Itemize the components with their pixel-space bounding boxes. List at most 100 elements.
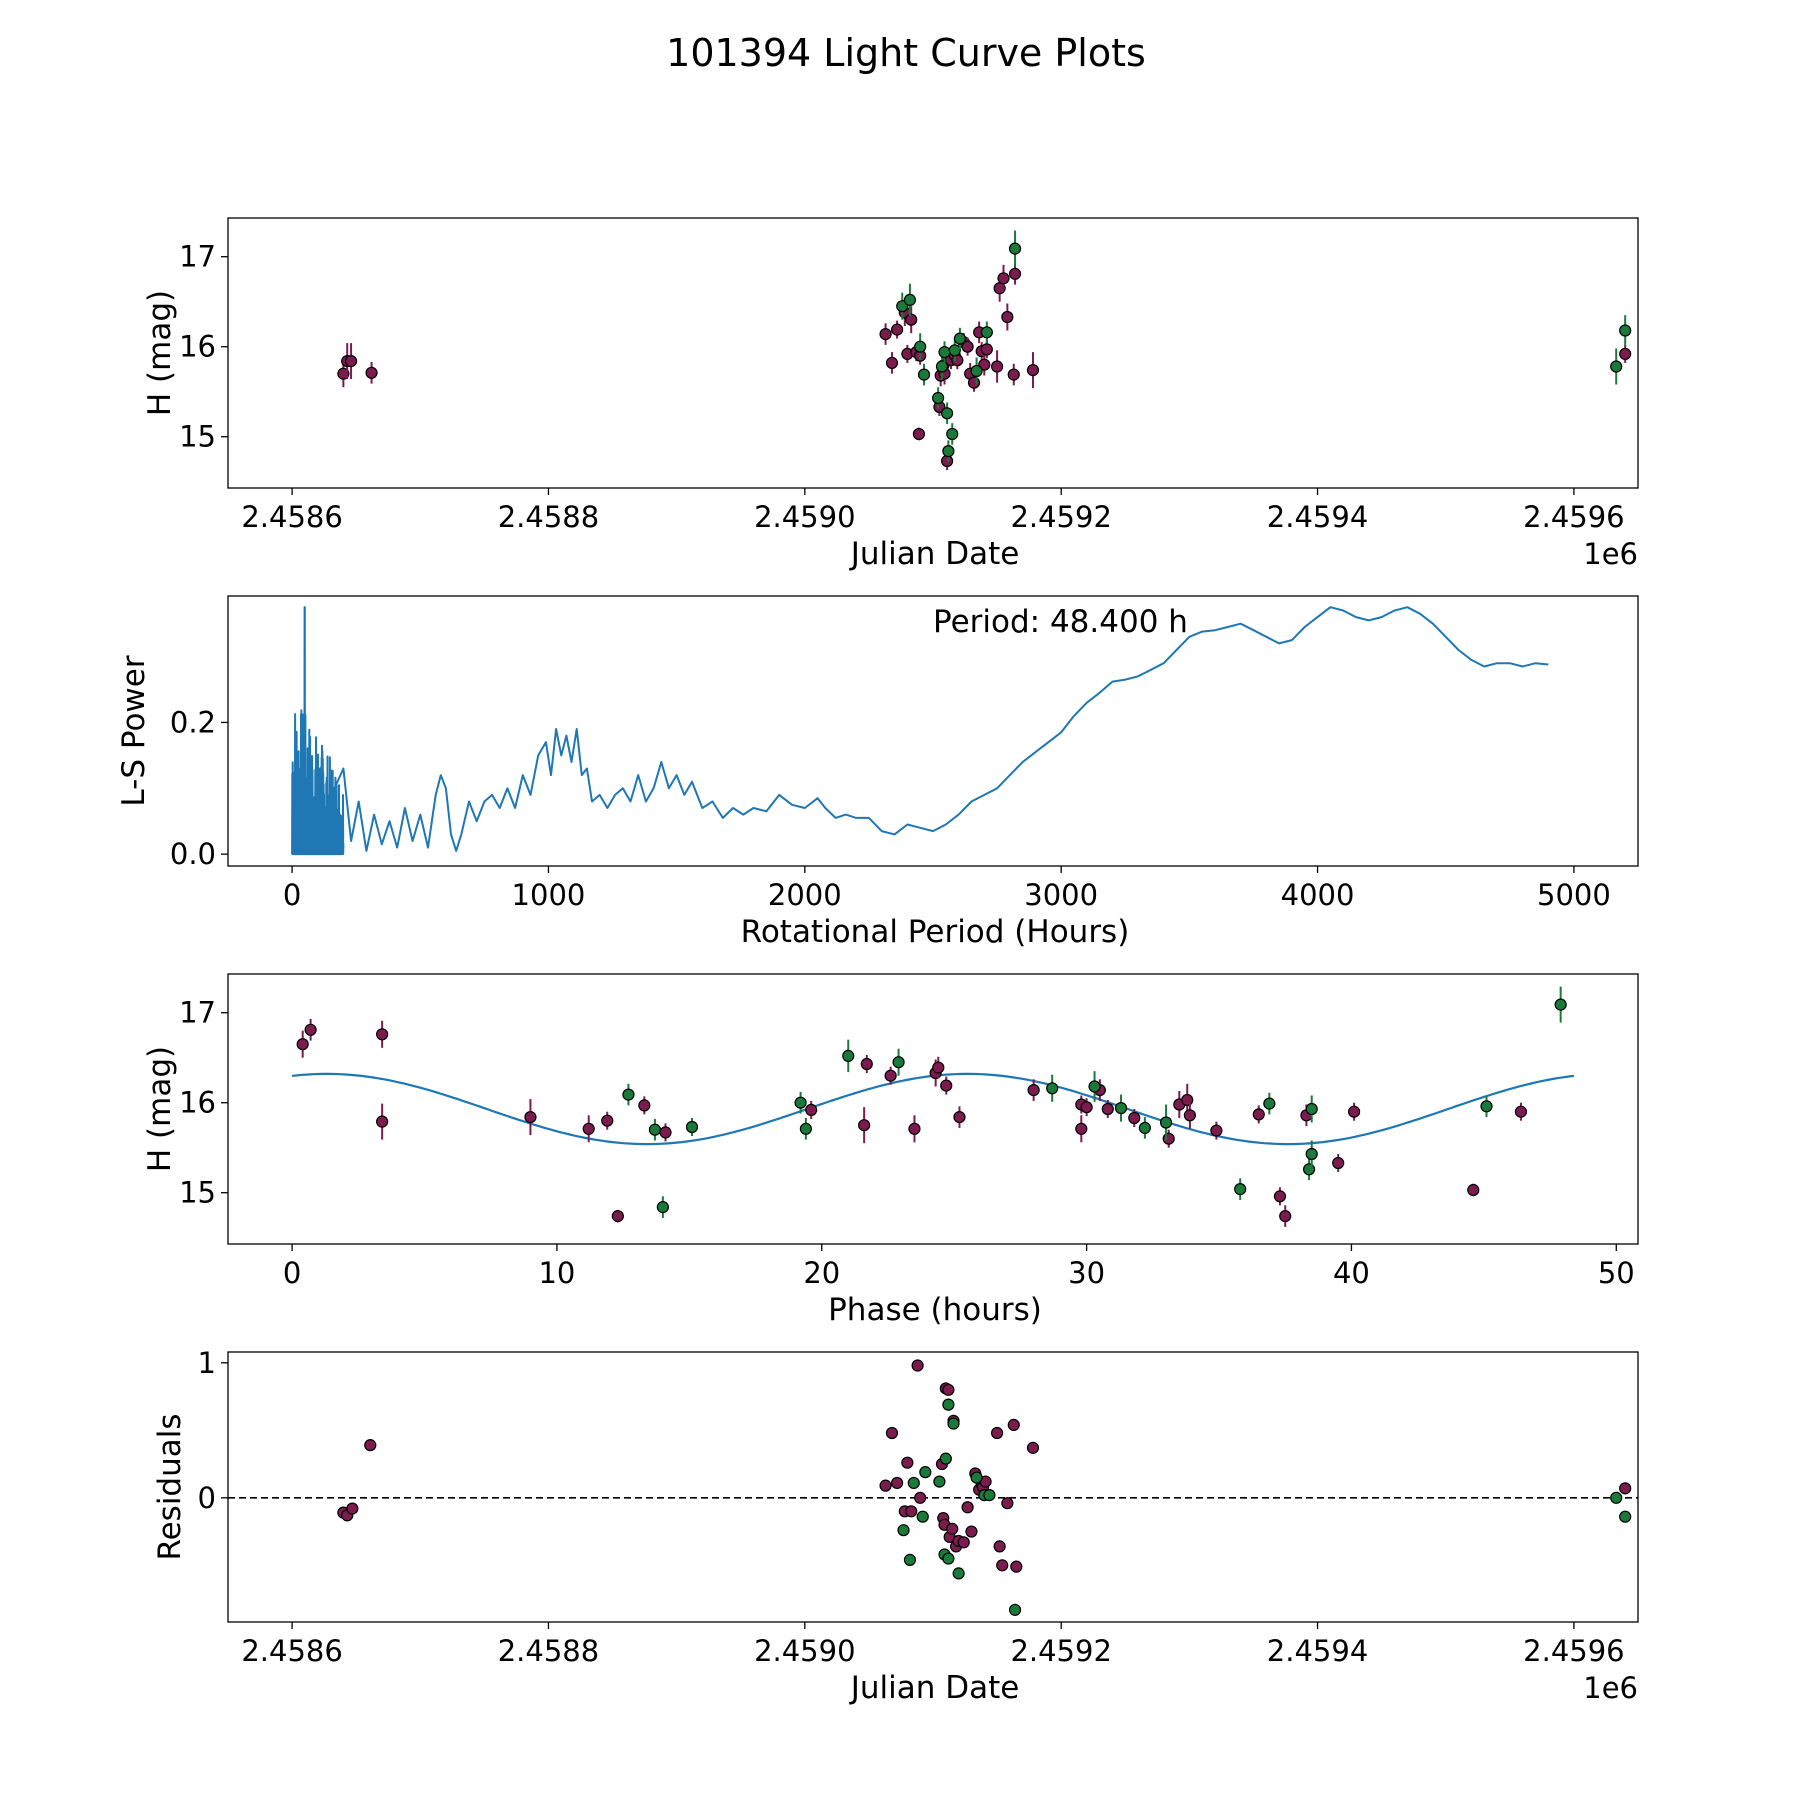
- x-tick-label: 2.4586: [241, 500, 342, 534]
- data-point: [901, 1456, 914, 1469]
- data-point: [1610, 1491, 1623, 1504]
- data-point: [842, 1049, 855, 1063]
- data-point: [1305, 1102, 1318, 1116]
- data-point: [914, 340, 927, 353]
- data-point: [980, 326, 993, 339]
- data-point: [952, 1567, 965, 1580]
- data-point: [946, 427, 959, 441]
- data-point: [1467, 1183, 1480, 1197]
- x-tick-label: 2.4588: [498, 1634, 599, 1668]
- x-tick-label: 3000: [1024, 878, 1098, 912]
- data-point: [1010, 1560, 1023, 1573]
- x-axis-label: Julian Date: [849, 1670, 1020, 1706]
- data-point: [942, 445, 955, 458]
- data-point: [1554, 998, 1567, 1011]
- data-point: [1347, 1105, 1361, 1118]
- y-axis-label: L-S Power: [116, 655, 152, 806]
- data-point: [1279, 1209, 1292, 1223]
- data-point: [957, 1536, 970, 1549]
- data-point: [932, 1061, 945, 1074]
- data-point: [983, 1488, 996, 1502]
- data-point: [938, 346, 951, 359]
- data-point: [1088, 1080, 1101, 1093]
- data-point: [1008, 242, 1022, 255]
- data-point: [916, 1510, 929, 1523]
- x-tick-label: 2.4590: [754, 1634, 855, 1668]
- series-filter-a: [337, 263, 1632, 470]
- data-point: [1046, 1082, 1059, 1095]
- x-tick-label: 2.4592: [1010, 1634, 1111, 1668]
- data-point: [659, 1126, 672, 1139]
- x-axis-label: Julian Date: [849, 536, 1020, 572]
- data-point: [1514, 1105, 1528, 1118]
- data-point: [970, 364, 983, 378]
- x-offset-label: 1e6: [1583, 537, 1638, 571]
- data-point: [879, 1479, 892, 1492]
- data-point: [908, 1122, 921, 1135]
- data-point: [1252, 1108, 1265, 1121]
- data-point: [805, 1103, 818, 1117]
- data-point: [685, 1120, 699, 1134]
- data-point: [1302, 1163, 1316, 1176]
- x-tick-label: 1000: [512, 878, 586, 912]
- data-point: [1273, 1190, 1287, 1203]
- panel-data: [291, 986, 1575, 1227]
- data-point: [885, 1426, 899, 1440]
- x-tick-label: 2.4596: [1523, 500, 1624, 534]
- period-annotation: Period: 48.400 h: [933, 604, 1188, 640]
- data-point: [1007, 368, 1020, 381]
- data-point: [376, 1028, 389, 1041]
- y-tick-label: 15: [179, 420, 216, 454]
- data-point: [1619, 347, 1632, 360]
- figure-title: 101394 Light Curve Plots: [666, 31, 1146, 75]
- panel-phased-curve: 0 10 20 30 40 50 15 16 17 Phase (hours) H (mag): [142, 973, 1639, 1328]
- data-point: [940, 407, 954, 420]
- data-point: [907, 1476, 920, 1490]
- data-point: [892, 1056, 905, 1069]
- data-point: [1001, 310, 1014, 324]
- data-point: [364, 1439, 377, 1452]
- data-point: [1619, 1510, 1632, 1523]
- y-tick-label: 1: [198, 1346, 216, 1380]
- data-point: [891, 323, 904, 336]
- data-point: [638, 1099, 651, 1112]
- data-point: [611, 1209, 624, 1223]
- data-point: [1263, 1097, 1276, 1110]
- data-point: [939, 1452, 952, 1465]
- x-tick-label: 2000: [768, 878, 842, 912]
- data-point: [1234, 1182, 1247, 1196]
- data-point: [996, 1559, 1009, 1572]
- data-point: [935, 360, 949, 373]
- panels: 2.4586 2.4588 2.4590 2.4592 2.4594 2.4596 15 16…: [116, 217, 1639, 1706]
- data-point: [1026, 1441, 1040, 1454]
- x-tick-label: 2.4588: [498, 500, 599, 534]
- data-point: [1619, 324, 1632, 337]
- y-axis-label: Residuals: [152, 1413, 188, 1560]
- data-point: [1080, 1101, 1093, 1114]
- data-point: [601, 1114, 614, 1127]
- x-tick-label: 5000: [1537, 878, 1611, 912]
- data-point: [903, 293, 917, 306]
- data-point: [885, 356, 899, 369]
- data-point: [948, 344, 961, 357]
- data-point: [965, 1525, 978, 1538]
- data-point: [1008, 1603, 1022, 1616]
- data-point: [858, 1119, 871, 1132]
- series-filter-b: [896, 230, 1632, 462]
- data-point: [961, 1501, 974, 1514]
- y-tick-label: 17: [179, 240, 216, 274]
- data-point: [1101, 1102, 1114, 1116]
- data-point: [346, 1502, 359, 1515]
- data-point: [1162, 1132, 1175, 1145]
- panel-residuals: 2.4586 2.4588 2.4590 2.4592 2.4594 2.4596 0 1 Ju…: [152, 1346, 1639, 1706]
- data-point: [1114, 1101, 1128, 1115]
- x-tick-label: 30: [1068, 1256, 1105, 1290]
- data-point: [622, 1088, 635, 1101]
- data-point: [993, 1540, 1006, 1553]
- data-point: [1001, 1497, 1014, 1510]
- data-point: [524, 1110, 537, 1124]
- data-point: [946, 1522, 959, 1535]
- y-tick-label: 16: [179, 1086, 216, 1120]
- data-point: [953, 332, 967, 345]
